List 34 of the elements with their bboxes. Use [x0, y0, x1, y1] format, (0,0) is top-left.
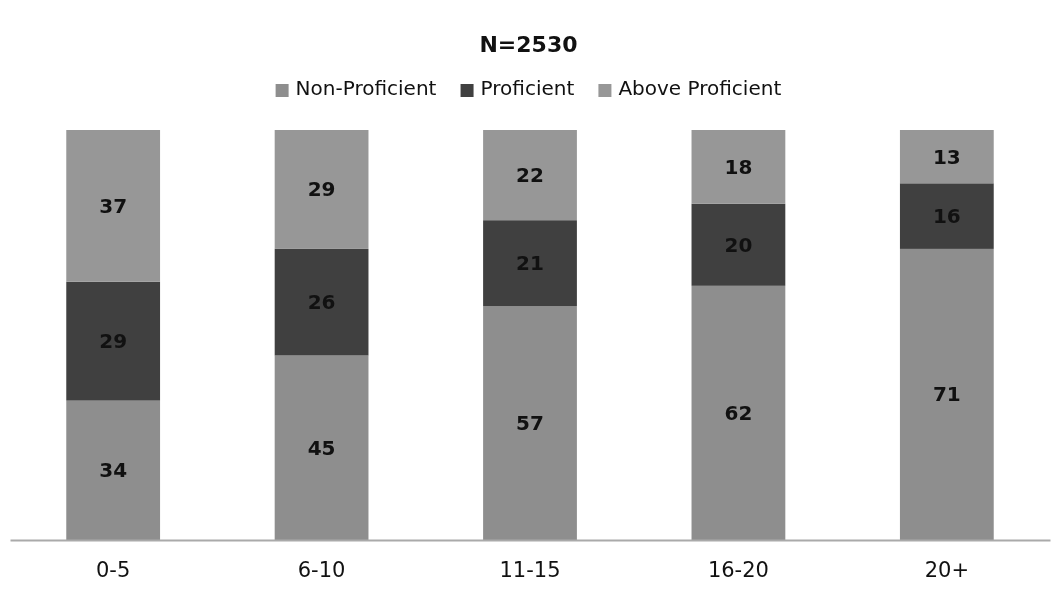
bar — [899, 130, 994, 184]
x-tick-label: 11-15 — [499, 557, 561, 582]
bar — [691, 203, 786, 286]
data-label: 71 — [932, 382, 961, 407]
data-label: 57 — [516, 411, 544, 436]
data-label: 45 — [307, 435, 336, 460]
x-tick-label: 20+ — [924, 557, 969, 582]
data-label: 13 — [932, 144, 961, 169]
data-label: 37 — [99, 193, 128, 218]
chart-title: N=2530 — [479, 32, 578, 57]
bar — [691, 130, 786, 204]
bar — [483, 306, 577, 540]
data-label: 62 — [724, 400, 753, 425]
legend-label: Non-Proficient — [295, 76, 437, 100]
data-label: 29 — [307, 177, 336, 202]
bar — [274, 130, 369, 249]
data-label: 18 — [724, 154, 753, 179]
data-label: 34 — [99, 458, 128, 483]
bar — [483, 220, 577, 307]
bar — [691, 285, 786, 540]
bar — [66, 281, 161, 401]
bar — [274, 248, 369, 356]
legend-label: Proficient — [480, 76, 575, 100]
data-label: 22 — [516, 163, 544, 188]
x-tick-label: 6-10 — [297, 557, 346, 582]
bar — [899, 248, 994, 540]
legend-label: Above Proficient — [618, 76, 782, 100]
x-tick-label: 16-20 — [707, 557, 769, 582]
bar — [899, 183, 994, 249]
bar — [483, 130, 577, 221]
x-tick-label: 0-5 — [96, 557, 131, 582]
bar — [66, 130, 161, 282]
bar — [274, 355, 369, 540]
bar — [66, 400, 161, 540]
